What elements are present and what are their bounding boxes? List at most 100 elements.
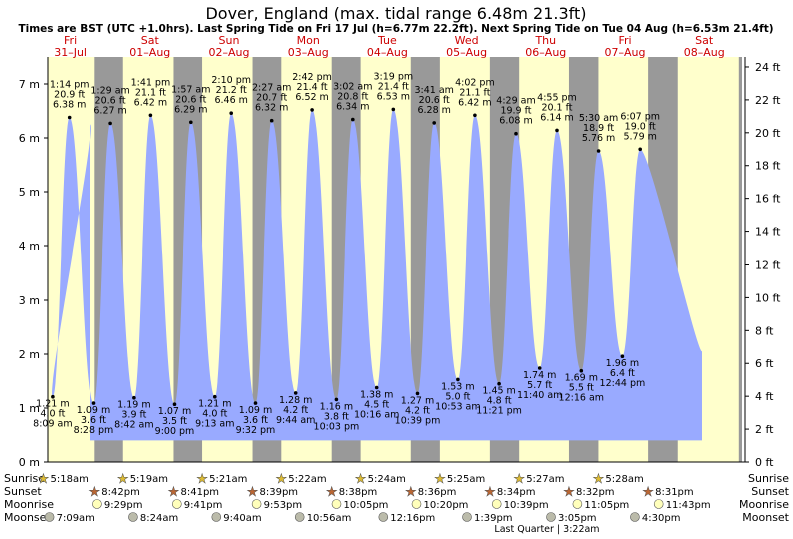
left-tick-label: 3 m	[19, 294, 40, 307]
tide-label-low: 11:21 pm	[476, 406, 522, 417]
sunset-row-label-right: Sunset	[751, 485, 789, 498]
day-of-week-label: Sun	[219, 34, 240, 47]
right-tick-label: 8 ft	[755, 324, 774, 337]
day-of-week-label: Sat	[141, 34, 160, 47]
tide-label-high: 4:29 am	[496, 96, 535, 107]
tide-label-low: 4.8 ft	[487, 396, 512, 407]
tide-label-low: 1.38 m	[360, 390, 393, 401]
tide-point	[473, 113, 477, 118]
sunrise-icon: ★	[38, 472, 50, 487]
tide-label-low: 9:44 am	[276, 415, 315, 426]
tide-label-low: 9:32 pm	[236, 425, 276, 436]
sunset-time: 8:36pm	[418, 487, 457, 498]
date-label: 01–Aug	[129, 46, 170, 59]
sunrise-time: 5:18am	[51, 474, 89, 485]
day-of-week-label: Mon	[297, 34, 320, 47]
tide-label-low: 8:28 pm	[74, 425, 114, 436]
tide-label-low: 4.2 ft	[283, 405, 308, 416]
moonrise-icon	[411, 499, 422, 509]
moonset-time: 9:40am	[223, 513, 261, 524]
moonrise-icon	[491, 499, 502, 509]
tide-label-high: 6.08 m	[499, 116, 532, 127]
tide-label-low: 4.5 ft	[364, 400, 389, 411]
moonrise-icon	[92, 499, 102, 509]
moonrise-time: 9:29pm	[104, 500, 143, 511]
tide-point	[91, 401, 96, 405]
left-tick-label: 7 m	[19, 78, 40, 91]
tide-point	[51, 394, 55, 399]
tide-label-low: 1.96 m	[606, 358, 639, 369]
tide-label-high: 3:19 pm	[373, 71, 413, 82]
tide-label-low: 1.74 m	[523, 370, 556, 381]
tide-label-low: 10:39 pm	[395, 415, 441, 426]
tide-label-high: 21.2 ft	[216, 85, 247, 96]
tide-label-low: 1.19 m	[117, 400, 150, 411]
right-tick-label: 4 ft	[755, 390, 774, 403]
moonrise-time: 9:53pm	[264, 500, 303, 511]
chart-title: Dover, England (max. tidal range 6.48m 2…	[205, 4, 586, 23]
day-of-week-label: Sat	[695, 34, 714, 47]
day-labels: Fri31–JulSat01–AugSun02–AugMon03–AugTue0…	[54, 34, 724, 59]
tide-label-low: 5.5 ft	[569, 383, 594, 394]
sunset-time: 8:39pm	[260, 487, 299, 498]
sunrise-icon: ★	[513, 472, 525, 487]
moonset-time: 10:56am	[307, 513, 352, 524]
tide-point	[293, 391, 298, 395]
tide-label-low: 1.69 m	[565, 373, 598, 384]
tide-label-high: 6.42 m	[458, 97, 491, 108]
date-label: 31–Jul	[54, 46, 87, 59]
tide-label-high: 19.0 ft	[625, 121, 656, 132]
left-tick-label: 2 m	[19, 348, 40, 361]
tide-point	[555, 128, 559, 133]
tide-label-high: 4:55 pm	[537, 92, 577, 103]
moonrise-icon	[331, 499, 342, 509]
tide-point	[638, 147, 642, 152]
sunset-time: 8:38pm	[339, 487, 378, 498]
moonset-time: 12:16pm	[390, 513, 435, 524]
sunset-time: 8:42pm	[101, 487, 140, 498]
sunrise-time: 5:22am	[288, 474, 326, 485]
moonset-icon	[44, 512, 55, 522]
moonrise-icon	[251, 499, 262, 509]
tide-label-high: 21.1 ft	[135, 87, 166, 98]
date-label: 05–Aug	[446, 46, 487, 59]
tide-label-low: 5.7 ft	[527, 380, 552, 391]
sunset-icon: ★	[247, 485, 259, 500]
tide-point	[579, 368, 584, 373]
moonset-time: 8:24am	[140, 513, 178, 524]
moonset-time: 4:30pm	[642, 513, 681, 524]
sunset-time: 8:32pm	[576, 487, 615, 498]
tide-point	[596, 149, 601, 153]
sunrise-time: 5:28am	[605, 474, 643, 485]
moon-phase-note: Last Quarter | 3:22am	[494, 524, 599, 535]
tide-area	[52, 109, 703, 441]
right-tick-label: 6 ft	[755, 357, 774, 370]
tide-label-high: 5:30 am	[579, 113, 618, 124]
left-tick-label: 1 m	[19, 402, 40, 415]
tide-label-high: 1:29 am	[90, 85, 129, 96]
tide-point	[514, 131, 518, 136]
tide-label-high: 1:57 am	[171, 84, 210, 95]
sunset-time: 8:34pm	[497, 487, 536, 498]
tide-point	[374, 385, 379, 390]
sunrise-icon: ★	[593, 472, 605, 487]
tide-label-high: 1:14 pm	[50, 80, 90, 91]
left-tick-label: 4 m	[19, 240, 40, 253]
moonset-row-label-right: Moonset	[742, 511, 789, 524]
tide-label-low: 8:42 am	[114, 420, 153, 431]
sunrise-time: 5:25am	[447, 474, 485, 485]
tide-label-high: 21.4 ft	[378, 81, 409, 92]
tide-label-high: 20.9 ft	[54, 90, 85, 101]
sunrise-icon: ★	[275, 472, 287, 487]
sunrise-icon: ★	[355, 472, 367, 487]
moonrise-time: 10:20pm	[424, 500, 469, 511]
tide-label-high: 19.9 ft	[500, 106, 531, 117]
moonrise-icon	[572, 499, 583, 509]
axes: 0 m 1 m 2 m 3 m 4 m 5 m 6 m 7 m 0 ft 2 ft 4 ft 6 ft…	[19, 57, 781, 469]
moonset-time: 1:39pm	[474, 513, 513, 524]
tide-label-high: 3:02 am	[333, 82, 372, 93]
moonrise-time: 10:05pm	[344, 500, 389, 511]
moonrise-time: 11:05pm	[584, 500, 629, 511]
tide-label-high: 2:10 pm	[211, 75, 251, 86]
